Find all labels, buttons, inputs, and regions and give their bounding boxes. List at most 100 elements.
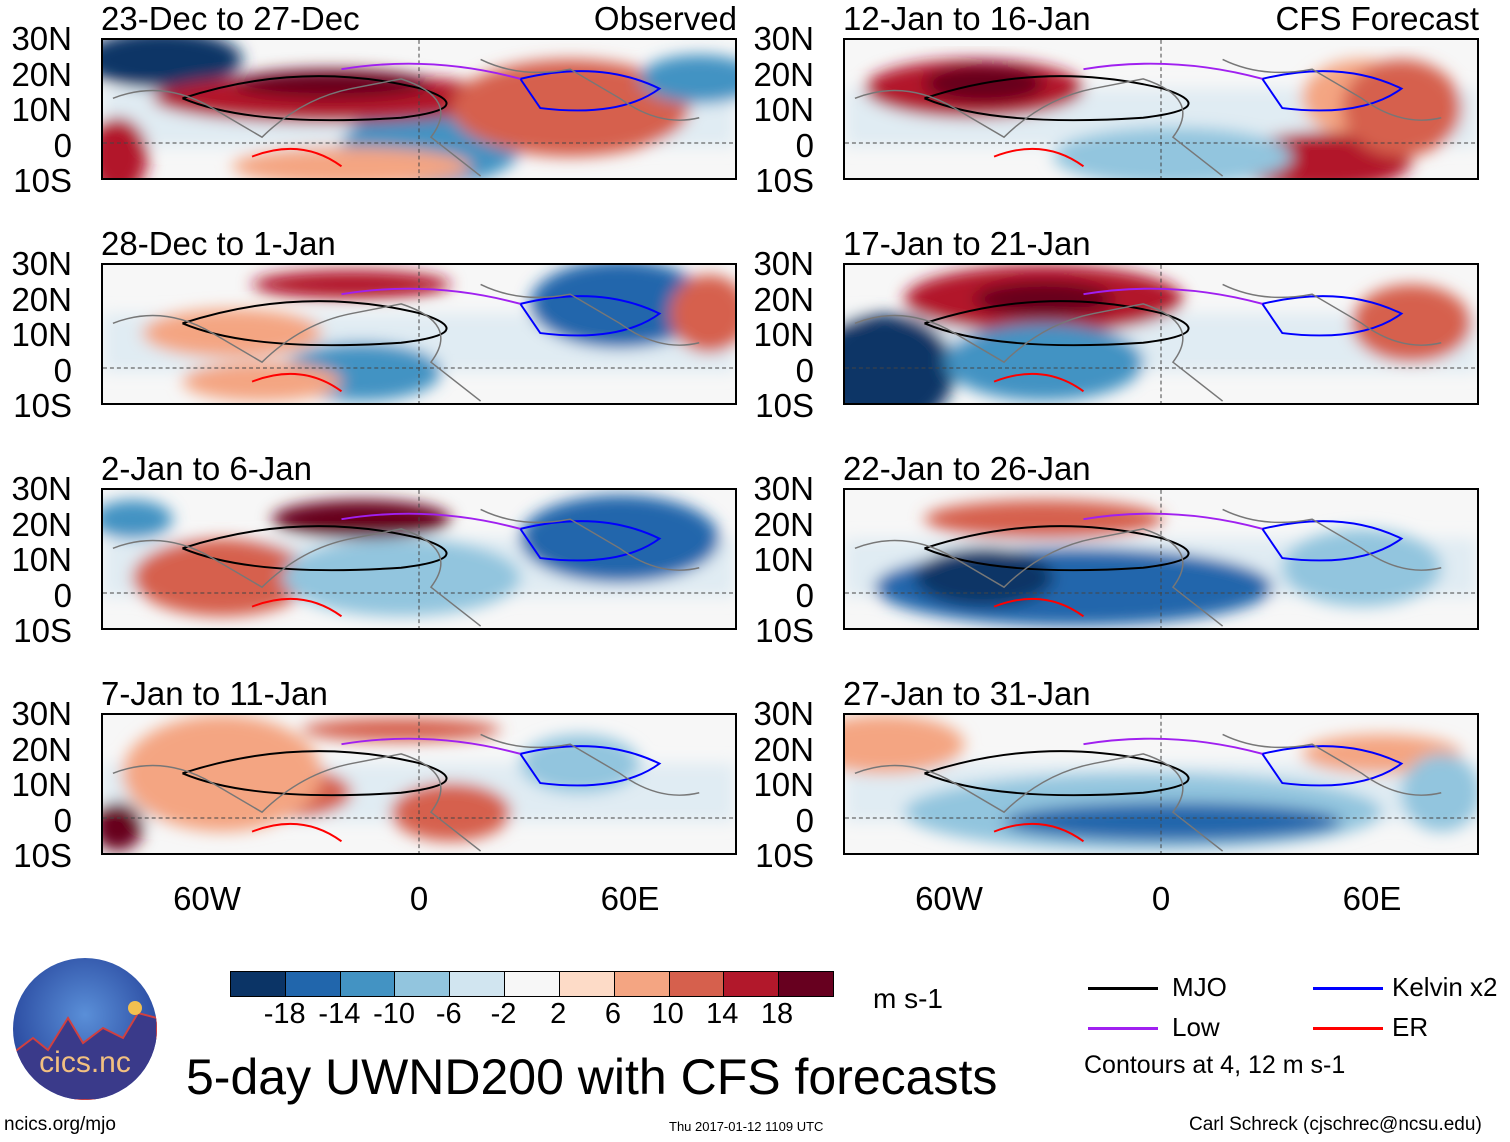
legend-mjo: MJO bbox=[1172, 972, 1227, 1002]
legend-low-line bbox=[1088, 1027, 1158, 1030]
er-contour bbox=[251, 597, 343, 618]
lon-tick-label: 60E bbox=[1342, 880, 1402, 917]
lat-tick-label: 10S bbox=[755, 387, 814, 424]
colorbar-swatch bbox=[669, 972, 725, 996]
anomaly-region bbox=[914, 548, 1054, 607]
kelvin-contour bbox=[1260, 70, 1404, 112]
lat-tick-label: 10N bbox=[753, 316, 814, 353]
anomaly-region bbox=[530, 265, 710, 348]
mjo-contour bbox=[924, 750, 1190, 797]
contour-note: Contours at 4, 12 m s-1 bbox=[1084, 1051, 1346, 1079]
lat-tick-label: 10N bbox=[11, 766, 72, 803]
legend-er-line bbox=[1313, 1027, 1383, 1030]
lat-tick-label: 10N bbox=[11, 541, 72, 578]
colorbar-swatch bbox=[505, 972, 560, 996]
colorbar-label: 6 bbox=[604, 998, 621, 1030]
coastline bbox=[854, 58, 1442, 177]
lat-tick-label: 10S bbox=[755, 612, 814, 649]
lat-tick-label: 10S bbox=[755, 162, 814, 199]
colorbar-swatch bbox=[724, 972, 780, 996]
anomaly-region bbox=[845, 715, 965, 774]
anomaly-region bbox=[132, 538, 312, 617]
lat-tick-label: 30N bbox=[753, 695, 814, 732]
coastline bbox=[854, 508, 1442, 627]
anomaly-region bbox=[450, 59, 690, 157]
colorbar-swatch bbox=[559, 972, 615, 996]
mjo-contour bbox=[924, 75, 1190, 122]
lat-tick-label: 0 bbox=[53, 126, 72, 164]
anomaly-region bbox=[281, 538, 521, 617]
lat-tick-label: 10N bbox=[753, 541, 814, 578]
anomaly-region bbox=[232, 146, 471, 178]
anomaly-region bbox=[944, 323, 1144, 402]
lat-tick-label: 0 bbox=[795, 126, 814, 164]
panel-title: 12-Jan to 16-Jan bbox=[843, 0, 1091, 37]
colorbar-swatch bbox=[614, 972, 670, 996]
colorbar bbox=[230, 971, 834, 997]
lat-tick-label: 20N bbox=[753, 730, 814, 768]
anomaly-region bbox=[845, 313, 955, 403]
lat-tick-label: 30N bbox=[11, 245, 72, 282]
er-contour bbox=[993, 372, 1085, 393]
anomaly-region bbox=[103, 802, 143, 852]
legend-low: Low bbox=[1172, 1012, 1220, 1042]
anomaly-region bbox=[142, 308, 322, 358]
lat-tick-label: 0 bbox=[795, 576, 814, 614]
map-panel bbox=[101, 263, 737, 405]
kelvin-contour bbox=[518, 520, 662, 562]
colorbar-swatch bbox=[395, 972, 451, 996]
timestamp: Thu 2017-01-12 1109 UTC bbox=[669, 1119, 824, 1134]
anomaly-region bbox=[271, 499, 451, 539]
panel-title: 17-Jan to 21-Jan bbox=[843, 225, 1091, 262]
map-panel bbox=[101, 713, 737, 855]
anomaly-region bbox=[122, 715, 322, 832]
colorbar-label: -2 bbox=[490, 998, 517, 1030]
low-contour bbox=[1083, 62, 1263, 80]
lat-tick-label: 10S bbox=[13, 837, 72, 874]
er-contour bbox=[993, 822, 1085, 843]
colorbar-label: -10 bbox=[373, 998, 416, 1030]
coastline bbox=[112, 508, 700, 627]
mjo-contour bbox=[182, 75, 448, 122]
map-panel bbox=[101, 38, 737, 180]
units-label: m s-1 bbox=[873, 983, 943, 1014]
lon-tick-label: 60W bbox=[915, 880, 983, 917]
lat-tick-label: 10S bbox=[755, 837, 814, 874]
mjo-contour bbox=[924, 300, 1190, 347]
figure-title: 5-day UWND200 with CFS forecasts bbox=[186, 1049, 998, 1105]
lon-tick-label: 60W bbox=[173, 880, 241, 917]
lat-tick-label: 30N bbox=[11, 470, 72, 507]
colorbar-swatch bbox=[340, 972, 396, 996]
mjo-contour bbox=[182, 750, 448, 797]
colorbar-swatch bbox=[285, 972, 341, 996]
mjo-contour bbox=[182, 300, 448, 347]
lat-tick-label: 0 bbox=[53, 576, 72, 614]
lat-tick-label: 20N bbox=[753, 55, 814, 93]
low-contour bbox=[1083, 737, 1263, 755]
panel-title: 22-Jan to 26-Jan bbox=[843, 450, 1091, 487]
lon-tick-label: 0 bbox=[1151, 880, 1171, 917]
panel-title: 23-Dec to 27-Dec bbox=[101, 0, 360, 37]
lat-tick-label: 30N bbox=[753, 20, 814, 57]
colorbar-label: -18 bbox=[263, 998, 306, 1030]
lat-tick-label: 30N bbox=[753, 245, 814, 282]
source-url[interactable]: ncics.org/mjo bbox=[4, 1114, 116, 1135]
anomaly-region bbox=[391, 783, 511, 842]
lat-tick-label: 20N bbox=[11, 505, 72, 543]
colorbar-label: 2 bbox=[550, 998, 567, 1030]
panel-title: 7-Jan to 11-Jan bbox=[101, 675, 328, 712]
map-panel bbox=[843, 38, 1479, 180]
lat-tick-label: 20N bbox=[11, 55, 72, 93]
lat-tick-label: 10N bbox=[11, 316, 72, 353]
low-contour bbox=[341, 62, 521, 80]
lat-tick-label: 0 bbox=[53, 351, 72, 389]
anomaly-region bbox=[1003, 802, 1342, 842]
colorbar-label: 18 bbox=[760, 998, 794, 1030]
lat-tick-label: 0 bbox=[795, 801, 814, 839]
colorbar-swatch bbox=[231, 972, 286, 996]
er-contour bbox=[251, 822, 343, 843]
anomaly-region bbox=[182, 362, 342, 402]
credit: Carl Schreck (cjschrec@ncsu.edu) bbox=[1189, 1114, 1482, 1135]
observed-label: Observed bbox=[593, 0, 737, 37]
